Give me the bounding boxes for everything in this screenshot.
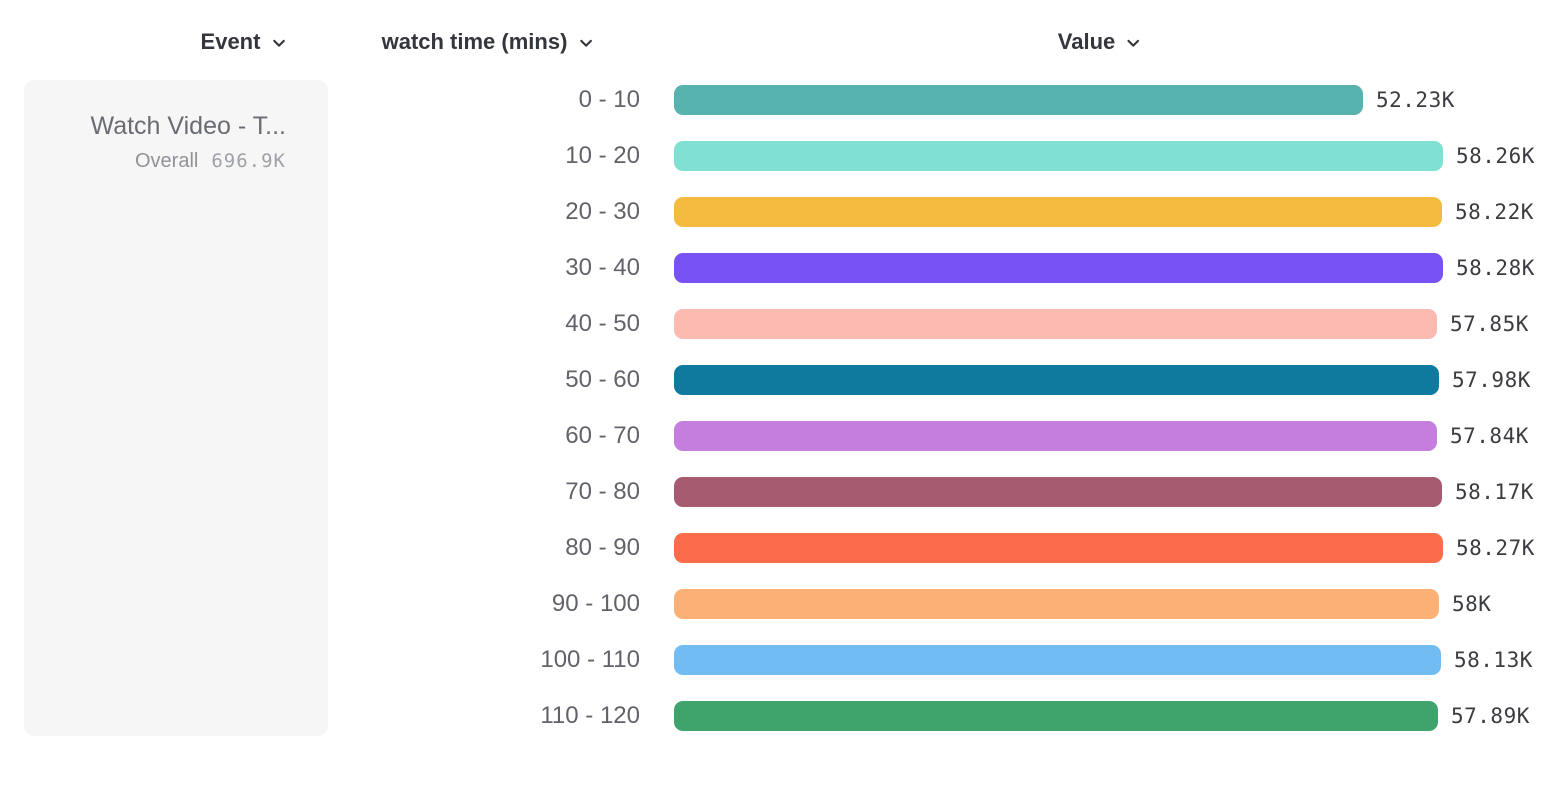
chart-row: 100 - 110 58.13K bbox=[0, 632, 1568, 688]
value-label: 58.22K bbox=[1455, 200, 1534, 224]
category-label: 20 - 30 bbox=[565, 198, 640, 225]
value-label: 52.23K bbox=[1376, 88, 1455, 112]
category-label: 0 - 10 bbox=[578, 86, 640, 113]
event-legend-card[interactable]: Watch Video - T... Overall 696.9K bbox=[24, 80, 328, 736]
value-label: 57.89K bbox=[1451, 704, 1530, 728]
category-label: 30 - 40 bbox=[565, 254, 640, 281]
chart-row: 40 - 50 57.85K bbox=[0, 296, 1568, 352]
chart-row: 110 - 120 57.89K bbox=[0, 688, 1568, 744]
event-column-dropdown[interactable]: Event bbox=[201, 26, 288, 58]
chart-row: 80 - 90 58.27K bbox=[0, 520, 1568, 576]
category-label: 50 - 60 bbox=[565, 366, 640, 393]
value-label: 57.98K bbox=[1452, 368, 1531, 392]
bar[interactable] bbox=[674, 197, 1442, 227]
chart-row: 60 - 70 57.84K bbox=[0, 408, 1568, 464]
chevron-down-icon bbox=[580, 39, 592, 47]
event-column-label: Event bbox=[200, 29, 261, 54]
event-name: Watch Video - T... bbox=[90, 112, 286, 140]
chevron-down-icon bbox=[273, 39, 285, 47]
value-column-dropdown[interactable]: Value bbox=[1058, 26, 1142, 58]
chart-row: 10 - 20 58.26K bbox=[0, 128, 1568, 184]
overall-row: Overall 696.9K bbox=[40, 150, 286, 173]
bar[interactable] bbox=[674, 365, 1439, 395]
value-label: 58.13K bbox=[1454, 648, 1533, 672]
chart-row: 20 - 30 58.22K bbox=[0, 184, 1568, 240]
category-label: 110 - 120 bbox=[540, 702, 640, 729]
overall-value: 696.9K bbox=[211, 149, 286, 172]
bar[interactable] bbox=[674, 421, 1437, 451]
bar[interactable] bbox=[674, 253, 1443, 283]
value-label: 58.28K bbox=[1456, 256, 1535, 280]
value-label: 57.84K bbox=[1450, 424, 1529, 448]
bar[interactable] bbox=[674, 85, 1363, 115]
chevron-down-icon bbox=[1127, 39, 1140, 47]
bar[interactable] bbox=[674, 309, 1437, 339]
breakdown-column-label: watch time (mins) bbox=[381, 29, 568, 54]
chart-row: 50 - 60 57.98K bbox=[0, 352, 1568, 408]
value-label: 58K bbox=[1452, 592, 1492, 616]
value-label: 58.17K bbox=[1455, 480, 1534, 504]
category-label: 80 - 90 bbox=[565, 534, 640, 561]
overall-label: Overall bbox=[135, 149, 199, 172]
chart-row: 0 - 10 52.23K bbox=[0, 72, 1568, 128]
bar[interactable] bbox=[674, 141, 1443, 171]
chart-row: 70 - 80 58.17K bbox=[0, 464, 1568, 520]
chart-row: 90 - 100 58K bbox=[0, 576, 1568, 632]
value-column-label: Value bbox=[1057, 29, 1116, 54]
bar[interactable] bbox=[674, 589, 1439, 619]
bar[interactable] bbox=[674, 533, 1443, 563]
breakdown-column-dropdown[interactable]: watch time (mins) bbox=[382, 26, 595, 58]
category-label: 10 - 20 bbox=[565, 142, 640, 169]
category-label: 90 - 100 bbox=[551, 590, 640, 617]
value-label: 58.27K bbox=[1456, 536, 1535, 560]
bar[interactable] bbox=[674, 477, 1442, 507]
chart-row: 30 - 40 58.28K bbox=[0, 240, 1568, 296]
bar[interactable] bbox=[674, 645, 1441, 675]
category-label: 100 - 110 bbox=[540, 646, 640, 673]
category-label: 70 - 80 bbox=[565, 478, 640, 505]
bar[interactable] bbox=[674, 701, 1438, 731]
value-label: 57.85K bbox=[1450, 312, 1529, 336]
category-label: 60 - 70 bbox=[565, 422, 640, 449]
bar-chart-rows: 0 - 10 52.23K 10 - 20 58.26K 20 - 30 58.22K 30… bbox=[0, 72, 1568, 744]
category-label: 40 - 50 bbox=[565, 310, 640, 337]
value-label: 58.26K bbox=[1456, 144, 1535, 168]
